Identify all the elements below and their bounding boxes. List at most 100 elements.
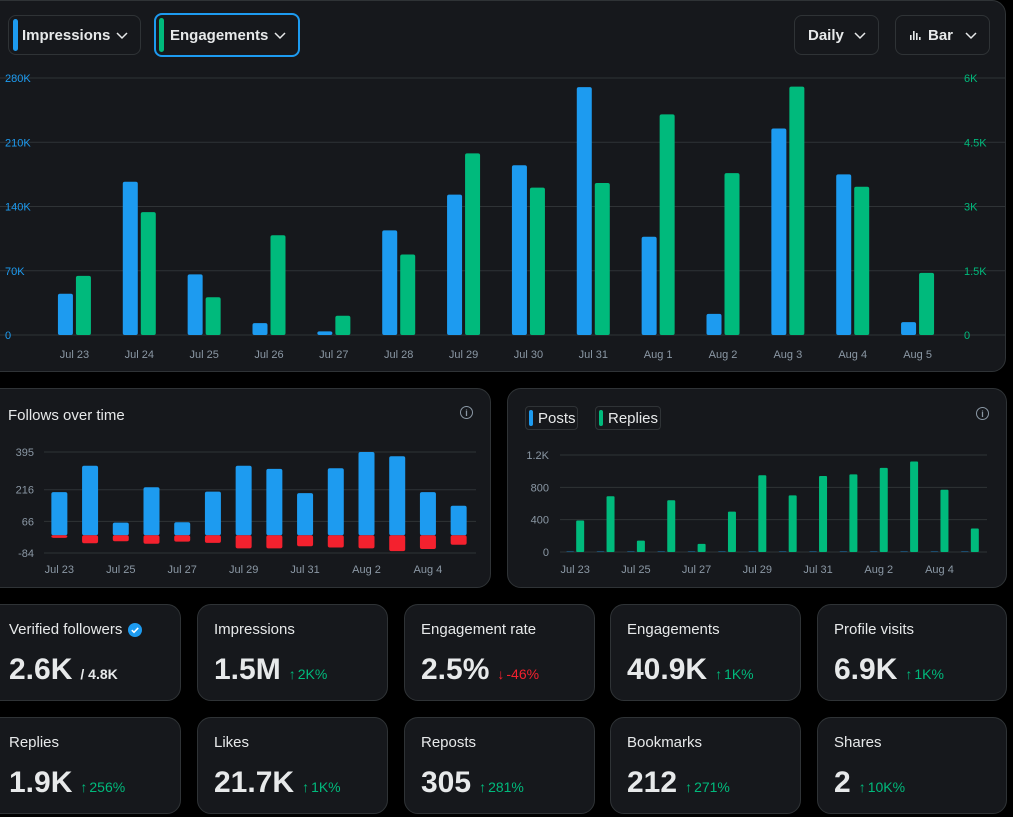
y-right-tick-label: 3K xyxy=(964,202,978,214)
x-tick-label: Jul 27 xyxy=(319,349,348,361)
stat-value: 2.6K xyxy=(9,653,73,686)
stat-title-text: Engagements xyxy=(627,621,720,638)
arrow-up-icon: ↑ xyxy=(715,666,723,682)
replies-swatch xyxy=(599,410,603,426)
y-right-tick-label: 6K xyxy=(964,73,978,85)
follows-chart: -84 66 216 395 Jul 23 Jul 25 Jul 27 Jul 29 Jul 3… xyxy=(16,447,476,576)
impressions-bar xyxy=(317,331,333,335)
chevron-down-icon xyxy=(116,27,128,44)
verified-badge-icon xyxy=(128,622,143,637)
interval-dropdown[interactable]: Daily xyxy=(794,15,879,55)
stat-title: Engagements xyxy=(627,621,720,638)
replies-bar xyxy=(697,543,706,552)
follows-bar xyxy=(419,492,436,536)
metric1-label: Impressions xyxy=(22,26,111,44)
x-tick-label: Jul 23 xyxy=(60,349,89,361)
x-tick-label: Aug 4 xyxy=(414,564,443,576)
unfollows-bar xyxy=(327,535,344,548)
stat-value: 21.7K xyxy=(214,766,295,799)
unfollows-bar xyxy=(358,535,375,549)
engagements-bar xyxy=(789,86,805,335)
stat-delta-text: 271% xyxy=(694,779,730,795)
impressions-bar xyxy=(706,313,722,335)
x-tick-label: Jul 25 xyxy=(189,349,218,361)
y-right-tick-label: 1.5K xyxy=(964,266,987,278)
y-left-tick-label: 70K xyxy=(5,266,25,278)
impressions-bar xyxy=(771,128,787,335)
x-tick-label: Aug 1 xyxy=(644,349,673,361)
impressions-bar xyxy=(836,174,852,335)
replies-bar xyxy=(758,475,767,552)
arrow-up-icon: ↑ xyxy=(80,779,88,795)
posts-replies-panel xyxy=(507,388,1007,588)
unfollows-bar xyxy=(297,535,314,547)
stat-title: Profile visits xyxy=(834,621,914,638)
stat-card[interactable]: Bookmarks 212 ↑ 271% xyxy=(610,717,801,814)
engagements-bar xyxy=(75,275,91,335)
stat-card[interactable]: Reposts 305 ↑ 281% xyxy=(404,717,595,814)
stat-title-text: Verified followers xyxy=(9,621,123,638)
follows-bar xyxy=(204,491,221,536)
x-tick-label: Jul 26 xyxy=(254,349,283,361)
unfollows-bar xyxy=(419,535,436,549)
stat-delta-text: 10K% xyxy=(867,779,906,795)
stat-card[interactable]: Engagements 40.9K ↑ 1K% xyxy=(610,604,801,701)
stat-card[interactable]: Impressions 1.5M ↑ 2K% xyxy=(197,604,388,701)
stat-card[interactable]: Replies 1.9K ↑ 256% xyxy=(0,717,181,814)
stat-card[interactable]: Shares 2 ↑ 10K% xyxy=(817,717,1007,814)
stat-title-text: Likes xyxy=(214,734,250,751)
stat-title-text: Bookmarks xyxy=(627,734,703,751)
stat-card[interactable]: Engagement rate 2.5% ↓ -46% xyxy=(404,604,595,701)
stat-title: Impressions xyxy=(214,621,295,638)
legend-posts[interactable]: Posts xyxy=(525,406,578,430)
interval-label: Daily xyxy=(808,26,844,44)
follows-bar xyxy=(389,456,406,536)
y-tick-label: 395 xyxy=(16,447,34,459)
x-tick-label: Jul 23 xyxy=(560,564,589,576)
replies-bar xyxy=(788,495,797,552)
stat-title: Shares xyxy=(834,734,882,751)
unfollows-bar xyxy=(51,535,68,538)
chart-type-dropdown[interactable]: Bar xyxy=(895,15,990,55)
x-tick-label: Jul 31 xyxy=(803,564,832,576)
stat-delta: ↑ 271% xyxy=(685,779,730,795)
replies-bar xyxy=(727,511,736,552)
stat-delta-text: 1K% xyxy=(724,666,754,682)
stat-card[interactable]: Likes 21.7K ↑ 1K% xyxy=(197,717,388,814)
legend-posts-label: Posts xyxy=(538,409,576,427)
engagements-bar xyxy=(400,254,416,335)
arrow-up-icon: ↑ xyxy=(858,779,866,795)
stat-sub: / 4.8K xyxy=(80,666,118,682)
x-tick-label: Jul 30 xyxy=(514,349,543,361)
x-tick-label: Jul 25 xyxy=(106,564,135,576)
stat-title: Reposts xyxy=(421,734,476,751)
stat-delta: ↑ 281% xyxy=(479,779,524,795)
stat-card[interactable]: Profile visits 6.9K ↑ 1K% xyxy=(817,604,1007,701)
follows-title: Follows over time xyxy=(8,407,125,424)
replies-bar xyxy=(910,461,919,552)
impressions-bar xyxy=(252,323,268,335)
stat-title: Verified followers xyxy=(9,621,143,638)
stat-row: 2.5% ↓ -46% xyxy=(421,653,539,687)
info-icon[interactable]: i xyxy=(976,407,989,420)
follows-bar xyxy=(235,465,252,536)
metric2-dropdown[interactable]: Engagements xyxy=(154,13,300,57)
info-icon[interactable]: i xyxy=(460,406,473,419)
follows-panel xyxy=(0,388,491,588)
engagements-bar xyxy=(140,212,156,335)
legend-replies[interactable]: Replies xyxy=(595,406,661,430)
replies-bar xyxy=(819,476,828,552)
arrow-up-icon: ↑ xyxy=(905,666,913,682)
y-left-tick-label: 280K xyxy=(5,73,31,85)
arrow-up-icon: ↑ xyxy=(685,779,693,795)
stat-card[interactable]: Verified followers 2.6K / 4.8K xyxy=(0,604,181,701)
stat-value: 2.5% xyxy=(421,653,490,686)
stat-row: 1.9K ↑ 256% xyxy=(9,766,125,800)
y-right-tick-label: 4.5K xyxy=(964,137,987,149)
x-tick-label: Aug 4 xyxy=(838,349,867,361)
follows-bar xyxy=(297,493,314,536)
stat-value: 40.9K xyxy=(627,653,708,686)
stat-delta: ↑ 1K% xyxy=(905,666,944,682)
x-tick-label: Jul 25 xyxy=(621,564,650,576)
metric1-dropdown[interactable]: Impressions xyxy=(8,15,141,55)
